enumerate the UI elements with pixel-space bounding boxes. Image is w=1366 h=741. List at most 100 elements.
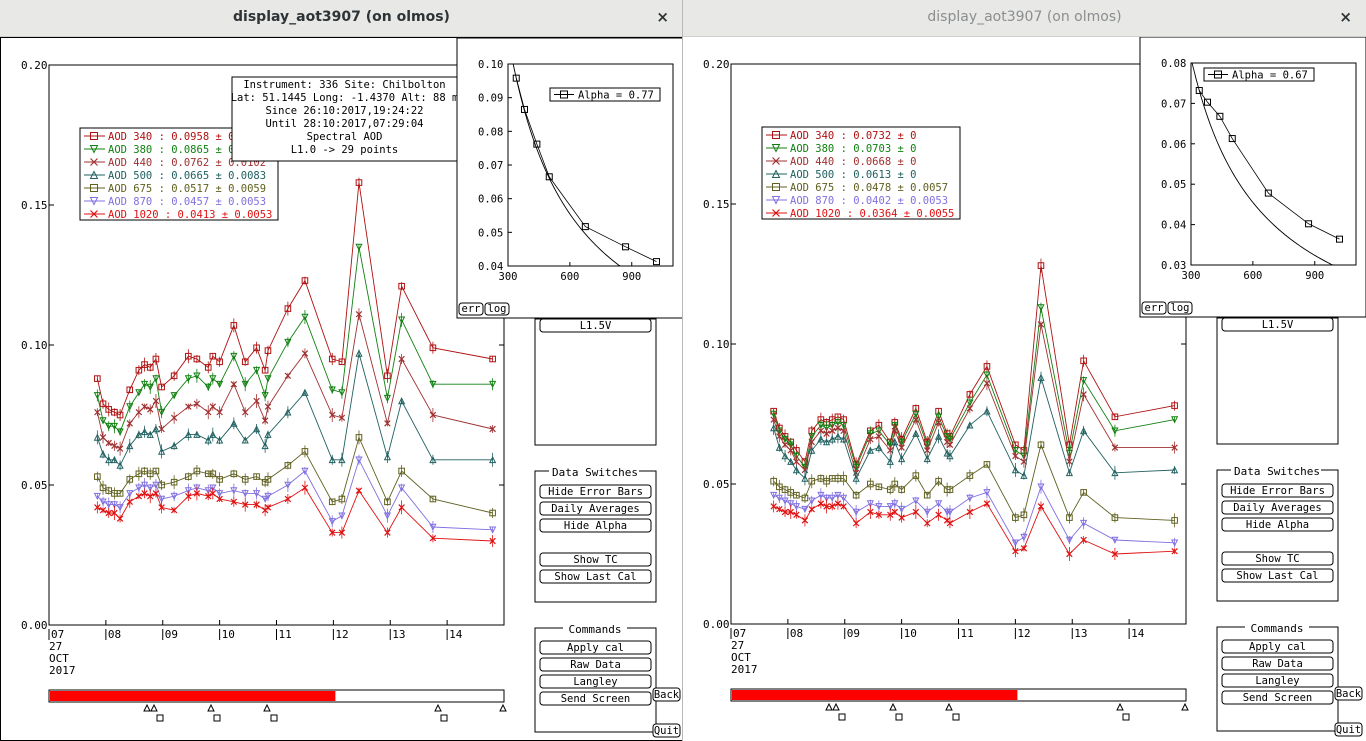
triangle-up-marker [886,457,894,465]
x-marker [216,495,223,503]
button-frame[interactable] [539,674,652,689]
switch-hide-alpha-button[interactable]: Hide Alpha [1221,517,1334,532]
switch-hide-alpha-button[interactable]: Hide Alpha [539,518,652,533]
switch-show-tc-button[interactable]: Show TC [539,552,652,567]
button-frame[interactable] [652,687,681,702]
switch-hide-error-bars-button[interactable]: Hide Error Bars [539,484,652,499]
event-triangle-marker [263,703,271,712]
button-frame[interactable] [539,552,652,567]
err-button[interactable]: err [1141,301,1167,315]
button-frame[interactable] [458,302,484,316]
x-marker [923,519,931,527]
button-label: L1.5V [580,320,612,332]
inset-y-label: 0.07 [1161,98,1186,110]
switch-show-tc-button[interactable]: Show TC [1221,551,1334,566]
button-frame[interactable] [539,691,652,706]
button-frame[interactable] [539,569,652,584]
x-marker [898,514,905,521]
close-icon[interactable]: × [1339,8,1352,26]
button-frame[interactable] [1221,551,1334,566]
button-frame[interactable] [1221,483,1334,498]
button-frame[interactable] [539,501,652,516]
button-frame[interactable] [1167,301,1193,315]
switch-show-last-cal-button[interactable]: Show Last Cal [1221,568,1334,583]
x-marker [1037,503,1045,510]
back-button[interactable]: Back [652,687,681,702]
button-frame[interactable] [1221,517,1334,532]
square-marker [1080,357,1087,365]
square-marker [923,491,931,499]
button-frame[interactable] [1221,639,1334,654]
button-frame[interactable] [1334,722,1363,737]
square-marker [193,467,201,475]
button-frame[interactable] [539,518,652,533]
command-send-screen-button[interactable]: Send Screen [1221,690,1334,705]
x-marker [284,372,292,380]
square-marker [94,375,101,382]
triangle-down-marker [1011,447,1019,455]
button-frame[interactable] [1221,656,1334,671]
switch-hide-error-bars-button[interactable]: Hide Error Bars [1221,483,1334,498]
button-frame[interactable] [1334,686,1363,701]
x-marker [301,484,309,492]
square-marker [355,179,363,186]
square-marker [209,352,217,360]
command-send-screen-button[interactable]: Send Screen [539,691,652,706]
triangle-up-marker [946,452,954,460]
square-marker [146,364,154,371]
switch-show-last-cal-button[interactable]: Show Last Cal [539,569,652,584]
x-marker [111,442,118,450]
button-label: Langley [573,676,617,688]
button-frame[interactable] [539,640,652,655]
triangle-down-marker [116,428,124,436]
triangle-down-marker [1080,377,1088,385]
square-marker [398,467,405,475]
switch-daily-averages-button[interactable]: Daily Averages [539,501,652,516]
triangle-up-marker [241,436,249,444]
triangle-up-marker [89,170,99,179]
square-marker [355,434,363,441]
command-apply-cal-button[interactable]: Apply cal [539,640,652,655]
button-frame[interactable] [1221,673,1334,688]
quit-button[interactable]: Quit [652,723,681,738]
command-langley-button[interactable]: Langley [1221,673,1334,688]
button-frame[interactable] [652,723,681,738]
back-button[interactable]: Back [1334,686,1363,701]
button-frame[interactable] [1221,690,1334,705]
triangle-down-marker [209,375,217,383]
x-marker [912,508,920,516]
button-frame[interactable] [539,318,652,333]
triangle-down-marker [489,526,497,534]
button-label: Back [1336,688,1362,700]
button-frame[interactable] [539,484,652,499]
command-raw-data-button[interactable]: Raw Data [1221,656,1334,671]
x-marker [209,490,217,497]
series-aod-1020 [94,480,496,547]
button-frame[interactable] [539,657,652,672]
err-button[interactable]: err [458,302,484,316]
command-langley-button[interactable]: Langley [539,674,652,689]
switch-daily-averages-button[interactable]: Daily Averages [1221,500,1334,515]
button-frame[interactable] [1141,301,1167,315]
button-frame[interactable] [484,302,510,316]
inset-x-label: 900 [1305,270,1324,282]
log-button[interactable]: log [484,302,510,316]
level-button[interactable]: L1.5V [1221,317,1334,332]
button-frame[interactable] [1221,568,1334,583]
log-button[interactable]: log [1167,301,1193,315]
square-marker [209,470,217,478]
square-marker [489,509,496,517]
quit-button[interactable]: Quit [1334,722,1363,737]
button-frame[interactable] [1221,500,1334,515]
button-frame[interactable] [1221,317,1334,332]
command-apply-cal-button[interactable]: Apply cal [1221,639,1334,654]
inset-y-label: 0.04 [1161,220,1186,232]
command-raw-data-button[interactable]: Raw Data [539,657,652,672]
button-label: Apply cal [1249,641,1306,653]
close-icon[interactable]: × [656,8,669,26]
level-button[interactable]: L1.5V [539,318,652,333]
button-label: Show TC [573,554,617,566]
triangle-down-marker [771,196,781,205]
x-marker [99,434,107,441]
square-marker [230,322,238,329]
